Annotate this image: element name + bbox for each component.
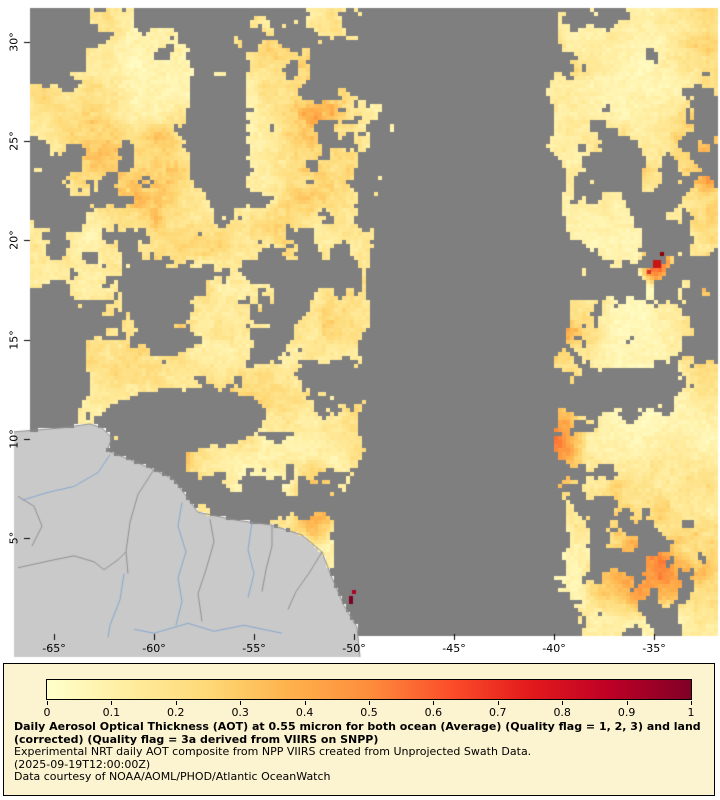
y-tick-label: 25° <box>7 131 21 151</box>
legend-credit: Data courtesy of NOAA/AOML/PHOD/Atlantic… <box>14 770 331 784</box>
colorbar-tick <box>626 701 628 705</box>
colorbar-tick <box>175 701 177 705</box>
legend-panel: 0 0.1 0.2 0.3 0.4 0.5 0.6 0.7 0.8 0.9 1 Daily Aero… <box>3 663 715 796</box>
colorbar-tick <box>304 701 306 705</box>
legend-timestamp: (2025-09-19T12:00:00Z) <box>14 757 151 771</box>
colorbar-tick <box>369 701 370 705</box>
legend-caption: Daily Aerosol Optical Thickness (AOT) at… <box>14 720 704 784</box>
x-tick-label: -35° <box>642 642 666 655</box>
colorbar-tick-label: 0.8 <box>553 706 571 719</box>
colorbar-tick-label: 1 <box>687 706 695 719</box>
colorbar-tick-label: 0.1 <box>102 706 121 719</box>
colorbar-tick-label: 0.9 <box>617 706 636 719</box>
colorbar-tick-label: 0.5 <box>360 706 378 719</box>
aot-map-canvas <box>0 0 720 660</box>
x-tick-label: -65° <box>42 642 66 655</box>
x-tick-label: -60° <box>142 642 166 655</box>
legend-title: Daily Aerosol Optical Thickness (AOT) at… <box>14 720 701 746</box>
x-tick-label: -55° <box>242 642 266 655</box>
colorbar-tick-label: 0.2 <box>167 706 185 719</box>
colorbar-tick <box>47 701 48 705</box>
y-tick-label: 30° <box>7 32 21 52</box>
colorbar-tick <box>240 701 242 705</box>
colorbar-gradient <box>46 679 692 700</box>
colorbar-tick <box>433 701 435 705</box>
colorbar-tick-label: 0.7 <box>489 706 507 719</box>
legend-description: Experimental NRT daily AOT composite fro… <box>14 745 532 759</box>
colorbar-tick <box>111 701 113 705</box>
colorbar-tick <box>562 701 564 705</box>
colorbar-tick-label: 0.6 <box>424 706 443 719</box>
y-tick-label: 10° <box>7 429 21 449</box>
colorbar-tick <box>691 701 692 705</box>
colorbar-tick-label: 0.3 <box>231 706 249 719</box>
colorbar-tick <box>497 701 499 705</box>
x-tick-label: -40° <box>542 642 566 655</box>
x-tick-label: -50° <box>342 642 366 655</box>
y-tick-label: 15° <box>7 329 21 350</box>
map-panel: 30° 25° 20° 15° 10° 5° -65° -60° -55° -50° -45° -4… <box>0 0 720 660</box>
y-tick-label: 20° <box>7 230 21 251</box>
colorbar-tick-label: 0 <box>43 706 51 719</box>
colorbar-tick-label: 0.4 <box>295 706 314 719</box>
y-tick-label: 5° <box>7 531 21 545</box>
x-tick-label: -45° <box>442 642 466 655</box>
